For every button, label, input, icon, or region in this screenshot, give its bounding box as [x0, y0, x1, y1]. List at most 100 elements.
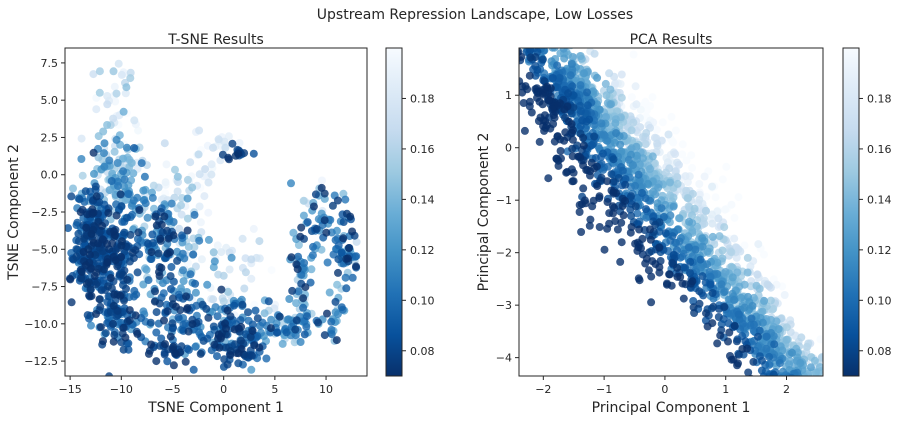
- scatter-point: [678, 279, 687, 288]
- scatter-point: [752, 281, 761, 290]
- scatter-point: [90, 272, 99, 280]
- scatter-point: [333, 196, 342, 205]
- scatter-point: [275, 312, 284, 321]
- scatter-point: [541, 31, 549, 39]
- scatter-point: [323, 309, 331, 318]
- pca-y-axis-label: Principal Component 2: [476, 133, 492, 292]
- scatter-point: [260, 309, 269, 318]
- scatter-point: [717, 280, 726, 289]
- scatter-point: [72, 252, 81, 261]
- scatter-point: [224, 153, 233, 162]
- scatter-point: [631, 202, 640, 211]
- scatter-point: [789, 378, 797, 386]
- scatter-point: [655, 268, 664, 277]
- scatter-point: [648, 152, 657, 161]
- scatter-point: [617, 70, 626, 79]
- scatter-point: [327, 330, 336, 339]
- scatter-point: [128, 248, 137, 257]
- x-tick-label: −2: [535, 383, 551, 396]
- scatter-point: [810, 356, 819, 365]
- scatter-point: [782, 335, 791, 344]
- scatter-point: [183, 175, 192, 184]
- scatter-point: [299, 211, 308, 220]
- scatter-point: [169, 218, 178, 226]
- scatter-point: [346, 212, 355, 221]
- scatter-point: [730, 296, 739, 304]
- scatter-point: [46, 294, 54, 302]
- scatter-point: [720, 223, 729, 232]
- scatter-point: [96, 302, 105, 311]
- scatter-point: [579, 133, 588, 142]
- scatter-point: [331, 297, 340, 306]
- scatter-point: [154, 249, 163, 258]
- y-tick-label: −4: [496, 352, 512, 365]
- scatter-point: [294, 287, 303, 296]
- scatter-point: [344, 244, 353, 252]
- scatter-point: [188, 183, 197, 192]
- scatter-point: [133, 235, 142, 243]
- scatter-point: [543, 82, 551, 91]
- scatter-point: [722, 162, 731, 171]
- scatter-point: [323, 258, 332, 267]
- scatter-point: [641, 97, 650, 106]
- scatter-point: [155, 272, 164, 280]
- scatter-point: [771, 382, 779, 390]
- scatter-point: [530, 39, 538, 47]
- scatter-point: [148, 230, 157, 239]
- scatter-point: [607, 186, 616, 195]
- scatter-point: [133, 329, 142, 338]
- scatter-point: [227, 253, 236, 262]
- scatter-point: [519, 99, 528, 107]
- scatter-point: [97, 286, 106, 295]
- scatter-point: [666, 211, 675, 220]
- y-tick-label: 1: [505, 89, 512, 102]
- scatter-point: [716, 331, 725, 340]
- tsne-x-ticks: −15 −10 −5 0 5 10: [59, 376, 333, 396]
- scatter-point: [519, 88, 527, 97]
- scatter-point: [247, 365, 256, 374]
- scatter-point: [334, 255, 343, 264]
- scatter-point: [632, 100, 641, 109]
- scatter-point: [632, 155, 641, 163]
- scatter-point: [92, 310, 100, 318]
- scatter-point: [568, 144, 577, 153]
- scatter-point: [219, 271, 228, 280]
- scatter-point: [230, 325, 239, 334]
- scatter-point: [114, 59, 123, 68]
- scatter-point: [621, 180, 630, 189]
- scatter-point: [688, 163, 697, 172]
- scatter-point: [237, 322, 246, 331]
- scatter-point: [635, 225, 644, 234]
- scatter-point: [190, 243, 199, 251]
- scatter-point: [753, 270, 762, 279]
- scatter-point: [110, 290, 119, 299]
- scatter-point: [600, 131, 609, 140]
- scatter-point: [765, 352, 774, 361]
- scatter-point: [228, 139, 237, 148]
- scatter-point: [583, 88, 591, 97]
- scatter-point: [645, 248, 654, 257]
- scatter-point: [616, 257, 625, 266]
- scatter-point: [618, 166, 627, 175]
- scatter-point: [567, 165, 576, 174]
- scatter-point: [658, 118, 667, 127]
- scatter-point: [651, 220, 660, 229]
- scatter-point: [714, 313, 723, 321]
- scatter-point: [99, 127, 108, 136]
- scatter-point: [92, 192, 101, 201]
- scatter-point: [673, 272, 682, 281]
- scatter-point: [691, 245, 700, 254]
- scatter-point: [167, 285, 175, 293]
- scatter-point: [606, 100, 615, 109]
- tsne-title: T-SNE Results: [167, 32, 264, 48]
- scatter-point: [96, 323, 105, 332]
- colorbar-tick-label: 0.12: [867, 244, 892, 257]
- scatter-point: [150, 297, 159, 306]
- scatter-point: [92, 280, 101, 289]
- scatter-point: [555, 35, 563, 43]
- scatter-point: [90, 169, 98, 178]
- scatter-point: [203, 280, 212, 289]
- scatter-point: [769, 370, 778, 376]
- scatter-point: [798, 378, 806, 386]
- scatter-point: [320, 216, 329, 225]
